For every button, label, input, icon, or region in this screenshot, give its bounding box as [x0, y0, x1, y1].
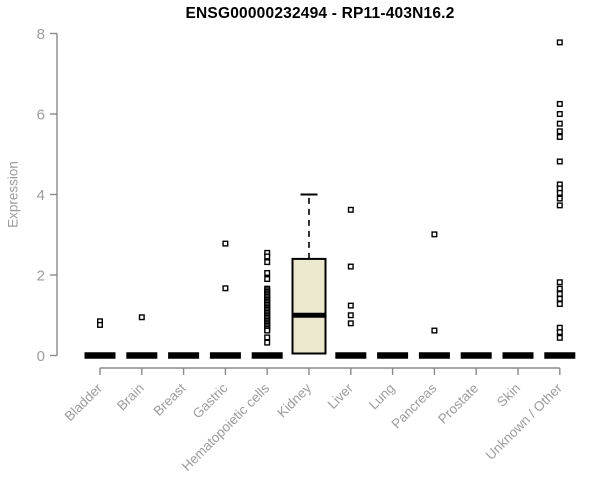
y-axis-label: Expression: [5, 161, 21, 228]
outlier-point: [556, 300, 563, 307]
outlier-point: [264, 253, 271, 260]
outlier-point: [347, 302, 354, 309]
outlier-point: [556, 279, 563, 286]
outlier-point: [556, 189, 563, 196]
outlier-point: [264, 269, 271, 276]
outlier-point: [264, 276, 271, 283]
outlier-point: [347, 312, 354, 319]
x-tick-label: Pancreas: [389, 380, 440, 431]
outlier-point: [431, 327, 438, 334]
outlier-point: [556, 329, 563, 336]
x-tick-label: Bladder: [62, 380, 106, 424]
outlier-point: [556, 120, 563, 127]
collapsed-box-bar: [251, 352, 283, 359]
y-tick-label: 0: [37, 348, 45, 365]
x-tick-label: Skin: [494, 381, 523, 410]
x-tick-label: Gastric: [190, 380, 231, 421]
x-tick-label: Prostate: [435, 381, 481, 427]
outlier-point: [556, 158, 563, 165]
x-tick-label: Unknown / Other: [483, 380, 566, 463]
x-tick-label: Breast: [151, 380, 189, 418]
box: [291, 257, 327, 355]
outlier-point: [431, 231, 438, 238]
outlier-point: [222, 240, 229, 247]
outlier-point: [347, 206, 354, 213]
collapsed-box-bar: [168, 352, 200, 359]
collapsed-box-bar: [502, 352, 534, 359]
outlier-point: [556, 110, 563, 117]
outlier-point: [556, 133, 563, 140]
outlier-point: [264, 339, 271, 346]
outlier-point: [556, 100, 563, 107]
outlier-point: [96, 321, 103, 328]
outlier-point: [264, 334, 271, 341]
x-tick-label: Lung: [366, 381, 398, 413]
outlier-point: [138, 314, 145, 321]
outlier-point: [556, 202, 563, 209]
outlier-point: [556, 295, 563, 302]
collapsed-box-bar: [377, 352, 409, 359]
y-tick-label: 8: [37, 26, 45, 43]
outlier-point: [264, 259, 271, 266]
outlier-point: [556, 285, 563, 292]
collapsed-box-bar: [335, 352, 367, 359]
x-tick-label: Kidney: [274, 380, 314, 420]
collapsed-box-bar: [84, 352, 116, 359]
y-tick-label: 4: [37, 187, 45, 204]
y-tick-label: 6: [37, 107, 45, 124]
x-tick-label: Liver: [325, 380, 357, 412]
outlier-point: [556, 128, 563, 135]
outlier-point: [556, 334, 563, 341]
collapsed-box-bar: [209, 352, 241, 359]
collapsed-box-bar: [544, 352, 576, 359]
y-tick-label: 2: [37, 268, 45, 285]
chart-title: ENSG00000232494 - RP11-403N16.2: [185, 5, 455, 22]
x-tick-label: Brain: [114, 381, 147, 414]
outlier-point: [556, 195, 563, 202]
outlier-point: [222, 285, 229, 292]
outlier-point: [556, 39, 563, 46]
collapsed-box-bar: [460, 352, 492, 359]
outlier-point: [347, 320, 354, 327]
outlier-point: [264, 327, 271, 334]
outlier-point: [347, 263, 354, 270]
collapsed-box-bar: [126, 352, 158, 359]
outlier-point: [556, 290, 563, 297]
collapsed-box-bar: [418, 352, 450, 359]
